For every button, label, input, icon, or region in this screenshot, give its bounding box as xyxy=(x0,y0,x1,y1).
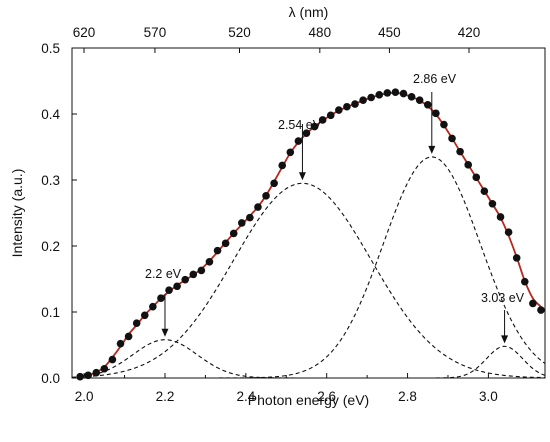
x-tick-label-4: 2.6 xyxy=(317,389,336,404)
component-curve-4 xyxy=(72,345,546,379)
data-point-56 xyxy=(520,277,529,286)
component-curve-2 xyxy=(71,182,546,379)
data-point-35 xyxy=(351,100,359,108)
plot-frame xyxy=(71,47,546,379)
top-tick-label-4: 480 xyxy=(309,25,332,40)
y-tick-label-2: 0.1 xyxy=(41,305,60,320)
data-point-28 xyxy=(294,137,303,145)
data-point-25 xyxy=(270,179,278,188)
data-point-37 xyxy=(367,93,375,102)
data-point-16 xyxy=(197,266,206,275)
chart-markers xyxy=(76,88,545,381)
data-point-47 xyxy=(448,134,456,143)
data-point-21 xyxy=(237,219,246,227)
x-tick-label-2: 2.2 xyxy=(156,389,175,404)
data-point-23 xyxy=(254,203,262,211)
data-point-27 xyxy=(286,148,295,157)
top-tick-label-6: 420 xyxy=(458,25,481,40)
data-point-49 xyxy=(464,161,472,169)
data-point-40 xyxy=(391,88,400,97)
data-point-29 xyxy=(302,129,311,137)
data-point-43 xyxy=(415,96,424,104)
data-point-22 xyxy=(246,213,254,222)
data-point-18 xyxy=(213,246,222,255)
data-point-45 xyxy=(432,109,440,118)
data-point-41 xyxy=(399,89,408,98)
data-point-58 xyxy=(537,306,545,314)
top-axis-title: λ (nm) xyxy=(289,4,329,20)
x-axis-title: Photon energy (eV) xyxy=(248,392,369,408)
data-point-33 xyxy=(335,106,343,114)
y-tick-label-5: 0.4 xyxy=(41,107,60,122)
x-tick-label-6: 3.0 xyxy=(479,389,498,404)
annotation-label-1: 2.2 eV xyxy=(145,267,182,281)
data-point-9 xyxy=(140,311,149,320)
annotation-label-3: 2.86 eV xyxy=(413,72,457,86)
data-point-55 xyxy=(512,254,521,262)
data-point-54 xyxy=(504,228,513,236)
data-point-42 xyxy=(407,93,416,101)
data-point-24 xyxy=(262,192,270,200)
top-tick-label-3: 520 xyxy=(228,25,251,40)
y-tick-label-1: 0.0 xyxy=(41,371,60,386)
data-point-57 xyxy=(529,299,537,308)
fit-curve xyxy=(79,91,542,377)
annotation-label-2: 2.54 eV xyxy=(278,118,322,132)
component-curve-3 xyxy=(72,156,546,379)
data-point-26 xyxy=(278,161,287,170)
annotation-arrowhead-3 xyxy=(428,145,436,154)
data-point-14 xyxy=(181,275,189,284)
data-point-6 xyxy=(116,339,125,348)
annotation-arrowhead-1 xyxy=(161,328,169,337)
data-point-53 xyxy=(496,213,505,221)
y-tick-label-3: 0.2 xyxy=(41,239,60,254)
top-tick-label-5: 450 xyxy=(378,25,401,40)
data-point-39 xyxy=(383,89,392,97)
data-point-52 xyxy=(488,199,497,208)
y-axis-title: Intensity (a.u.) xyxy=(9,169,25,258)
data-point-7 xyxy=(124,332,133,341)
data-point-10 xyxy=(149,302,157,311)
data-point-32 xyxy=(326,111,335,120)
data-point-31 xyxy=(318,116,327,124)
data-point-13 xyxy=(173,282,181,291)
data-point-17 xyxy=(205,258,214,266)
data-point-5 xyxy=(108,355,117,364)
annotation-arrowhead-4 xyxy=(501,335,509,344)
chart-annotations: 2.2 eV 2.54 eV 2.86 eV 3.03 eV xyxy=(145,72,525,344)
data-point-4 xyxy=(100,364,109,373)
data-point-15 xyxy=(189,270,198,279)
annotation-arrowhead-2 xyxy=(298,172,306,181)
component-curve-1 xyxy=(71,339,545,379)
chart-axes: 2.0 2.2 2.4 2.6 2.8 3.0 0.0 0.1 0.2 0.3 0.4 0.5 620 5… xyxy=(9,4,546,408)
data-point-11 xyxy=(157,294,165,302)
data-point-51 xyxy=(480,187,489,196)
data-point-19 xyxy=(221,239,230,248)
data-point-38 xyxy=(375,91,384,99)
top-tick-label-1: 620 xyxy=(73,25,96,40)
y-tick-label-4: 0.3 xyxy=(41,173,60,188)
y-tick-label-6: 0.5 xyxy=(41,41,60,56)
x-tick-label-3: 2.4 xyxy=(236,389,255,404)
top-tick-label-2: 570 xyxy=(144,25,167,40)
data-point-8 xyxy=(132,319,141,328)
data-point-3 xyxy=(92,368,101,377)
annotation-label-4: 3.03 eV xyxy=(481,291,525,305)
data-point-12 xyxy=(165,286,173,295)
data-point-44 xyxy=(423,100,432,109)
data-point-1 xyxy=(76,372,84,381)
data-point-34 xyxy=(343,102,351,111)
data-point-2 xyxy=(84,371,92,380)
data-point-20 xyxy=(229,229,238,238)
data-point-30 xyxy=(310,122,319,131)
data-point-36 xyxy=(359,96,367,104)
data-point-48 xyxy=(456,147,464,156)
data-point-46 xyxy=(440,120,448,129)
x-tick-label-5: 2.8 xyxy=(398,389,417,404)
data-point-50 xyxy=(472,173,481,182)
x-tick-label-1: 2.0 xyxy=(75,389,94,404)
